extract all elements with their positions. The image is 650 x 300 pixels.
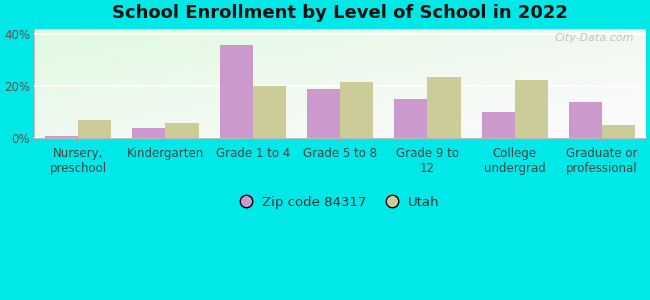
Bar (340, 82, 373, 138)
Bar (515, 80, 548, 138)
Bar (132, 128, 165, 138)
Bar (165, 123, 198, 138)
Bar (45, 136, 78, 138)
Bar (482, 112, 515, 138)
Title: School Enrollment by Level of School in 2022: School Enrollment by Level of School in … (112, 4, 568, 22)
Bar (569, 102, 602, 138)
Bar (395, 99, 428, 138)
Bar (428, 77, 461, 138)
Bar (307, 89, 340, 138)
Bar (602, 125, 635, 138)
Bar (78, 120, 111, 138)
Bar (220, 45, 253, 138)
Legend: Zip code 84317, Utah: Zip code 84317, Utah (236, 190, 445, 214)
Text: City-Data.com: City-Data.com (554, 32, 634, 43)
Bar (253, 86, 286, 138)
